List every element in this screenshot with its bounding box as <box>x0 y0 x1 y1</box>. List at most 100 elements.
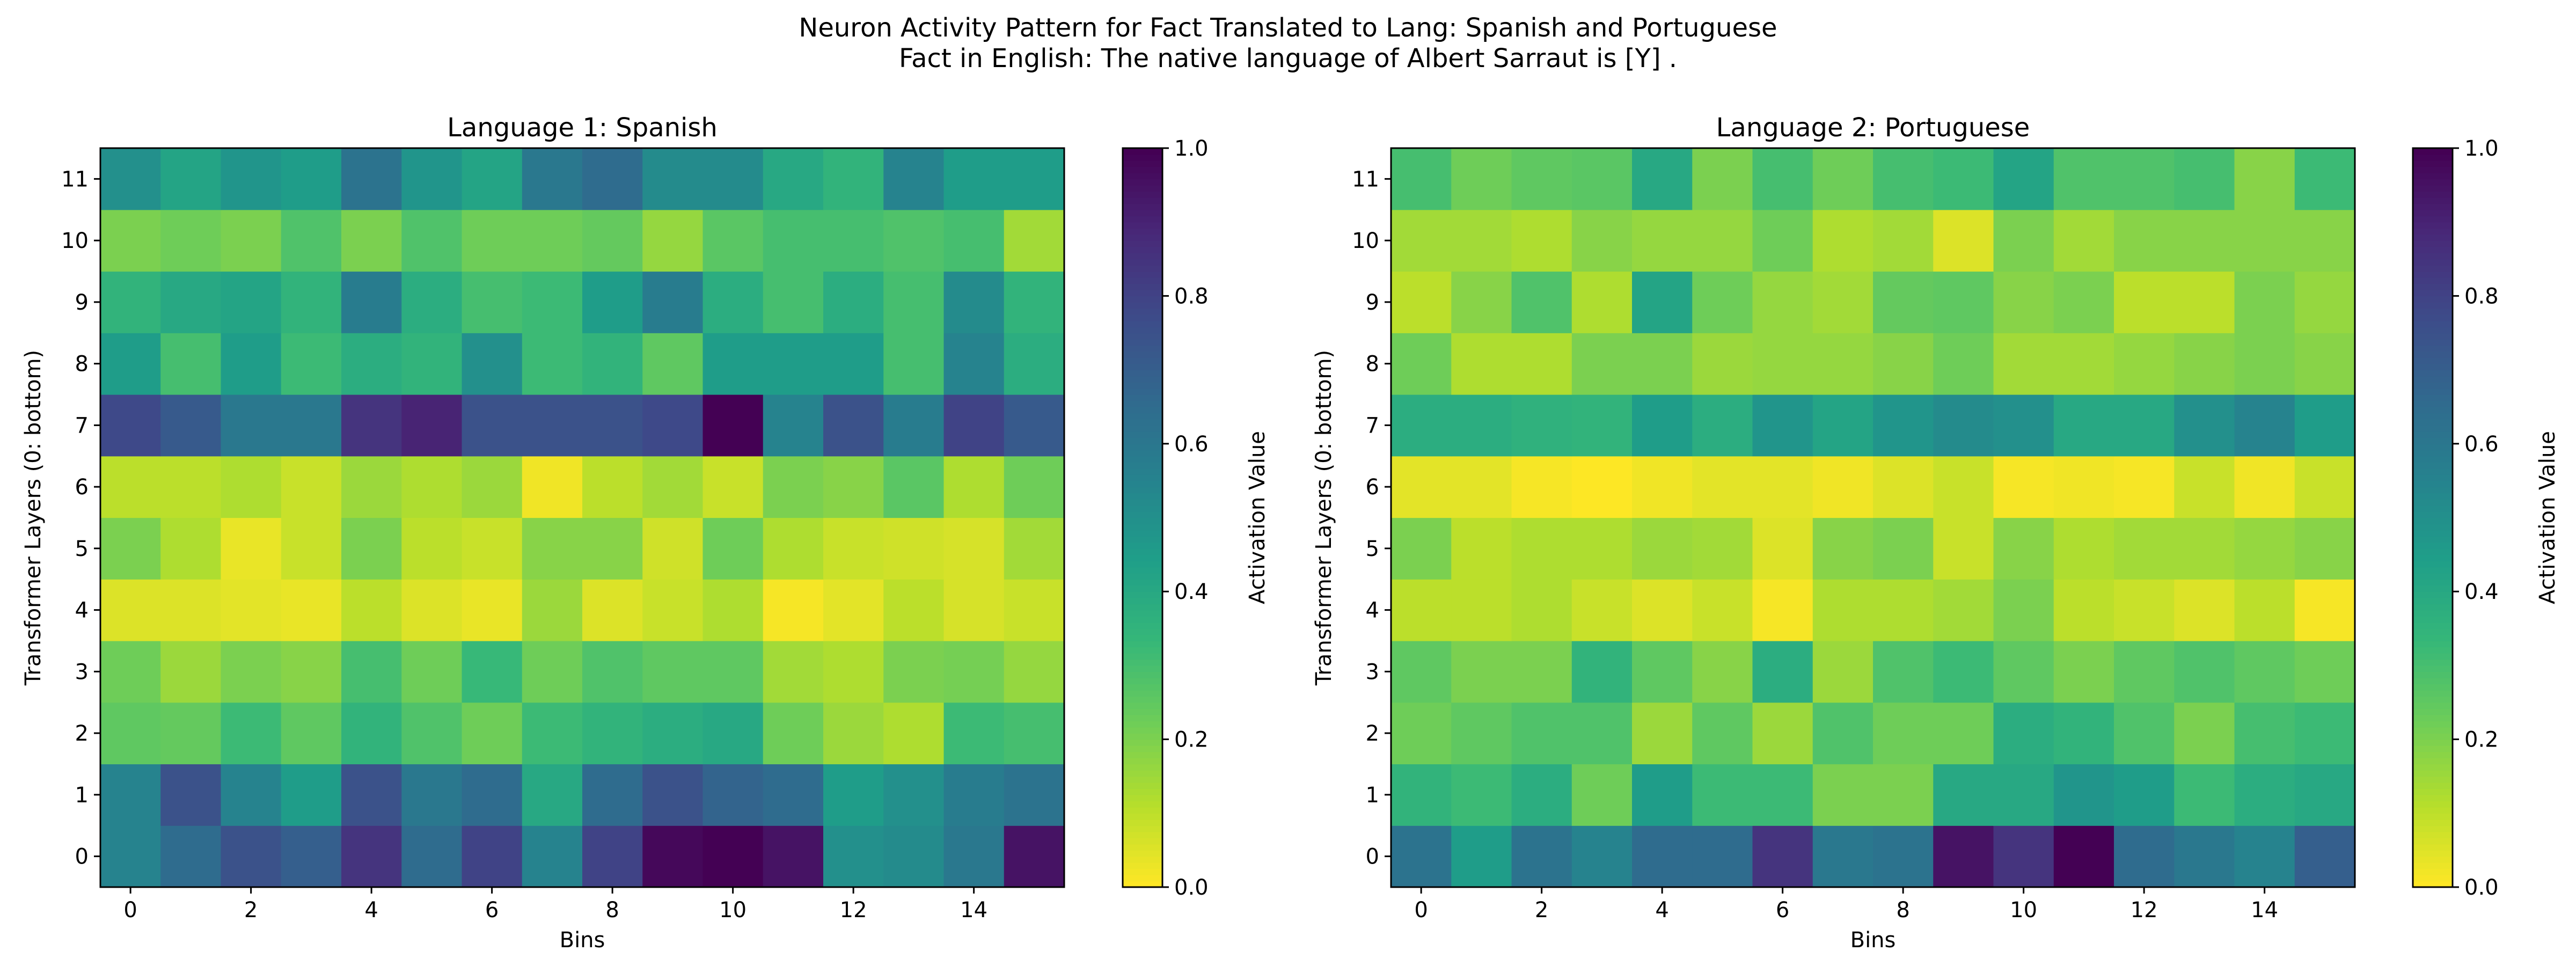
colorbar-segment <box>2413 320 2453 327</box>
heatmap-cell <box>763 394 824 457</box>
heatmap-cell <box>1873 579 1934 641</box>
colorbar-segment <box>2413 302 2453 309</box>
heatmap-cell <box>763 825 824 888</box>
heatmap-cells-spanish <box>100 148 1065 888</box>
colorbar-segment <box>1123 727 1162 734</box>
heatmap-cell <box>582 148 643 210</box>
heatmap-cell <box>160 641 222 703</box>
colorbar-segment <box>1123 770 1162 777</box>
heatmap-cell <box>943 148 1005 210</box>
heatmap-cell <box>823 456 884 518</box>
heatmap-cell <box>462 517 523 580</box>
heatmap-cell <box>823 825 884 888</box>
heatmap-cell <box>281 456 342 518</box>
colorbar-segment <box>2413 739 2453 746</box>
colorbar-segment <box>1123 406 1162 414</box>
heatmap-cell <box>401 394 463 457</box>
heatmap-cell <box>1632 148 1693 210</box>
colorbar-segment <box>2413 517 2453 524</box>
colorbar-segment <box>1123 721 1162 728</box>
heatmap-cell <box>2114 209 2175 272</box>
heatmap-cell <box>2053 579 2114 641</box>
heatmap-cell <box>462 579 523 641</box>
heatmap-cell <box>160 209 222 272</box>
heatmap-cell <box>1391 333 1452 395</box>
x-tick-label: 10 <box>2010 898 2037 923</box>
colorbar-segment <box>1123 813 1162 820</box>
heatmap-cell <box>2114 702 2175 765</box>
colorbar-tick-label: 0.8 <box>1174 284 1209 309</box>
x-tick-label: 12 <box>840 898 867 923</box>
heatmap-cell <box>1571 764 1633 826</box>
colorbar-segment <box>1123 370 1162 377</box>
colorbar-segment <box>1123 610 1162 617</box>
colorbar-segment <box>1123 413 1162 420</box>
heatmap-cell <box>702 702 764 765</box>
colorbar-segment <box>2413 628 2453 635</box>
heatmap-cell <box>1571 579 1633 641</box>
heatmap-cell <box>763 764 824 826</box>
colorbar-segment <box>2413 425 2453 432</box>
colorbar-segment <box>1123 708 1162 715</box>
y-tick-label: 1 <box>1366 783 1379 808</box>
heatmap-cell <box>2174 517 2235 580</box>
colorbar-segment <box>1123 382 1162 389</box>
heatmap-cell <box>522 394 583 457</box>
heatmap-cell <box>642 333 704 395</box>
colorbar-segment <box>1123 591 1162 598</box>
colorbar-segment <box>2413 758 2453 765</box>
x-tick-label: 0 <box>1414 898 1428 923</box>
heatmap-cell <box>702 517 764 580</box>
colorbar-segment <box>1123 394 1162 401</box>
heatmap-cell <box>943 825 1005 888</box>
y-tick-label: 11 <box>1352 167 1379 192</box>
heatmap-cell <box>1511 148 1572 210</box>
colorbar-segment <box>2413 179 2453 186</box>
colorbar-segment <box>2413 585 2453 592</box>
heatmap-cell <box>1692 517 1753 580</box>
colorbar-segment <box>1123 339 1162 346</box>
x-tick-label: 0 <box>123 898 137 923</box>
colorbar-segment <box>2413 493 2453 500</box>
colorbar-tick-label: 0.6 <box>2464 432 2499 457</box>
heatmap-cell <box>1511 394 1572 457</box>
heatmap-cell <box>582 579 643 641</box>
heatmap-cell <box>1511 209 1572 272</box>
heatmap-cell <box>1752 579 1813 641</box>
heatmap-cell <box>702 579 764 641</box>
heatmap-cell <box>763 641 824 703</box>
heatmap-cell <box>582 209 643 272</box>
heatmap-cell <box>1993 394 2054 457</box>
heatmap-cell <box>522 702 583 765</box>
colorbar-segment <box>2413 554 2453 561</box>
heatmap-cell <box>1451 764 1512 826</box>
colorbar-segment <box>1123 677 1162 685</box>
heatmap-cell <box>1993 641 2054 703</box>
heatmap-cell <box>401 517 463 580</box>
colorbar-segment <box>1123 160 1162 167</box>
colorbar-segment <box>1123 825 1162 832</box>
heatmap-cell <box>642 517 704 580</box>
heatmap-cell <box>943 333 1005 395</box>
colorbar-segment <box>2413 659 2453 666</box>
heatmap-cell <box>341 579 402 641</box>
heatmap-cell <box>1812 825 1874 888</box>
colorbar-segment <box>1123 831 1162 838</box>
heatmap-cell <box>1933 394 1994 457</box>
heatmap-cell <box>1812 641 1874 703</box>
heatmap-cell <box>1873 825 1934 888</box>
colorbar-segment <box>2413 185 2453 192</box>
heatmap-cell <box>943 517 1005 580</box>
heatmap-cell <box>883 333 945 395</box>
heatmap-cell <box>2234 271 2295 333</box>
heatmap-cell <box>1632 641 1693 703</box>
colorbar-segment <box>1123 148 1162 155</box>
colorbar-segment <box>1123 333 1162 340</box>
y-tick-label: 8 <box>75 352 89 377</box>
colorbar-segment <box>2413 807 2453 814</box>
colorbar-segment <box>2413 326 2453 334</box>
colorbar-segment <box>1123 659 1162 666</box>
colorbar-frame <box>2412 147 2454 888</box>
heatmap-cell <box>2234 517 2295 580</box>
